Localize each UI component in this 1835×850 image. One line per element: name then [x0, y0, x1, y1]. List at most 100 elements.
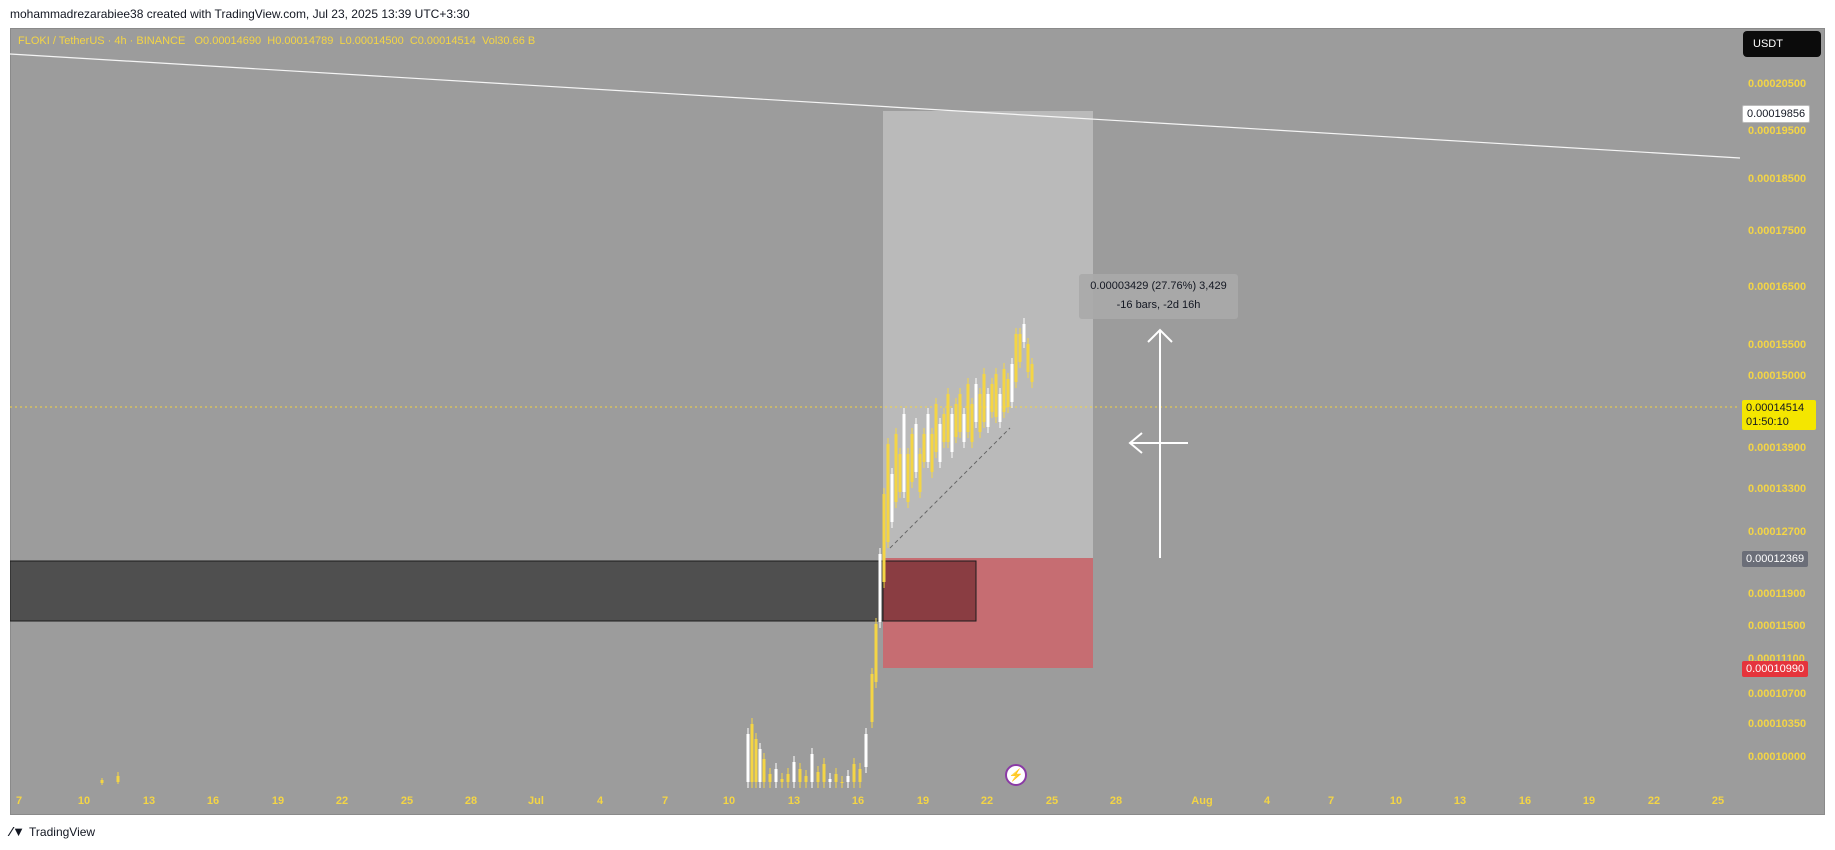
target-price-label: 0.00019856	[1742, 105, 1811, 123]
candle-body	[882, 494, 886, 582]
time-tick: 4	[596, 795, 604, 807]
candle-countdown: 01:50:10	[1746, 416, 1789, 428]
top-credit-bar: mohammadrezarabiee38 created with Tradin…	[0, 0, 1835, 28]
candle-body	[998, 394, 1002, 422]
candle-body	[858, 769, 862, 782]
currency-button[interactable]: USDT	[1743, 31, 1821, 57]
legend-symbol: FLOKI / TetherUS · 4h · BINANCE	[18, 35, 186, 47]
symbol-legend: FLOKI / TetherUS · 4h · BINANCE O0.00014…	[18, 35, 535, 47]
time-tick: 19	[271, 795, 285, 807]
brand-text: TradingView	[29, 825, 96, 839]
candle-body	[792, 762, 796, 782]
candle-body	[852, 764, 856, 782]
time-tick: 10	[722, 795, 736, 807]
tradingview-logo-icon: ⁄▼	[10, 824, 26, 839]
candle-body	[966, 384, 970, 432]
time-tick: 28	[1109, 795, 1123, 807]
entry-diagonal	[889, 427, 1011, 549]
candle-body	[906, 454, 910, 502]
time-tick: 28	[464, 795, 478, 807]
candle-body	[894, 434, 898, 502]
price-tick: 0.00011500	[1748, 620, 1806, 632]
candle-body	[978, 394, 982, 432]
price-tick: 0.00010700	[1748, 688, 1807, 700]
candle-body	[970, 404, 974, 442]
time-tick: 13	[1453, 795, 1467, 807]
candle-body	[926, 414, 930, 462]
candle-body	[1014, 334, 1018, 382]
time-tick: 10	[77, 795, 91, 807]
candle-body	[990, 384, 994, 412]
candle-body	[798, 769, 802, 782]
time-tick: 16	[1518, 795, 1532, 807]
candle-body	[898, 454, 902, 492]
time-tick: 25	[1045, 795, 1059, 807]
price-tick: 0.00013900	[1748, 442, 1807, 454]
time-tick: 7	[661, 795, 669, 807]
candle-body	[754, 739, 758, 782]
target-zone[interactable]	[883, 111, 1093, 558]
price-tick: 0.00011900	[1748, 588, 1806, 600]
time-tick: 22	[1647, 795, 1661, 807]
chart-drawing[interactable]	[10, 28, 1825, 815]
candle-body	[116, 776, 120, 782]
footer-brand: ⁄▼ TradingView	[10, 824, 95, 839]
time-tick: 25	[400, 795, 414, 807]
current-price-label: 0.00014514 01:50:10	[1742, 400, 1816, 430]
candle-body	[962, 414, 966, 442]
time-tick: 7	[15, 795, 23, 807]
time-tick: 7	[1327, 795, 1335, 807]
candle-body	[804, 776, 808, 782]
candle-body	[1002, 369, 1006, 412]
candle-body	[822, 764, 826, 782]
candle-body	[758, 749, 762, 782]
time-tick: 22	[335, 795, 349, 807]
candle-body	[914, 424, 918, 472]
candle-body	[918, 454, 922, 492]
candle-body	[946, 394, 950, 442]
candle-body	[834, 774, 838, 782]
candle-body	[902, 414, 906, 492]
legend-low: L0.00014500	[339, 35, 404, 47]
measure-price-change: 0.00003429 (27.76%) 3,429	[1090, 280, 1227, 292]
candle-body	[846, 776, 850, 782]
candle-body	[922, 434, 926, 462]
candle-body	[950, 414, 954, 452]
up-arrow-head	[1147, 328, 1173, 343]
trend-line[interactable]	[10, 53, 1741, 159]
price-tick: 0.00016500	[1748, 281, 1807, 293]
candle-body	[780, 779, 784, 782]
candle-body	[910, 434, 914, 482]
demand-zone[interactable]	[10, 560, 977, 622]
candle-body	[886, 444, 890, 542]
candle-body	[994, 374, 998, 417]
candle-body	[982, 374, 986, 422]
candle-body	[1010, 364, 1014, 402]
candle-body	[974, 384, 978, 422]
current-price-value: 0.00014514	[1746, 402, 1805, 414]
candle-body	[1022, 324, 1026, 342]
candle-body	[930, 434, 934, 472]
entry-price-label: 0.00012369	[1742, 551, 1809, 567]
candle-body	[864, 734, 868, 767]
candle-body	[774, 769, 778, 782]
candle-body	[870, 674, 874, 722]
candle-body	[840, 782, 844, 783]
time-tick: 16	[851, 795, 865, 807]
candle-body	[762, 759, 766, 782]
price-tick: 0.00019500	[1748, 125, 1807, 137]
candle-body	[874, 624, 878, 682]
candle-body	[1006, 379, 1010, 407]
candle-body	[938, 424, 942, 462]
time-tick: 19	[1582, 795, 1596, 807]
price-tick: 0.00010000	[1748, 751, 1807, 763]
time-tick: Aug	[1191, 795, 1213, 807]
time-tick: 22	[980, 795, 994, 807]
candle-body	[1030, 364, 1034, 382]
price-tick: 0.00017500	[1748, 225, 1807, 237]
candle-body	[750, 724, 754, 782]
legend-volume: Vol30.66 B	[482, 35, 536, 47]
candle-body	[810, 754, 814, 782]
flash-event-icon[interactable]: ⚡	[1005, 764, 1027, 786]
price-tick: 0.00010350	[1748, 718, 1807, 730]
